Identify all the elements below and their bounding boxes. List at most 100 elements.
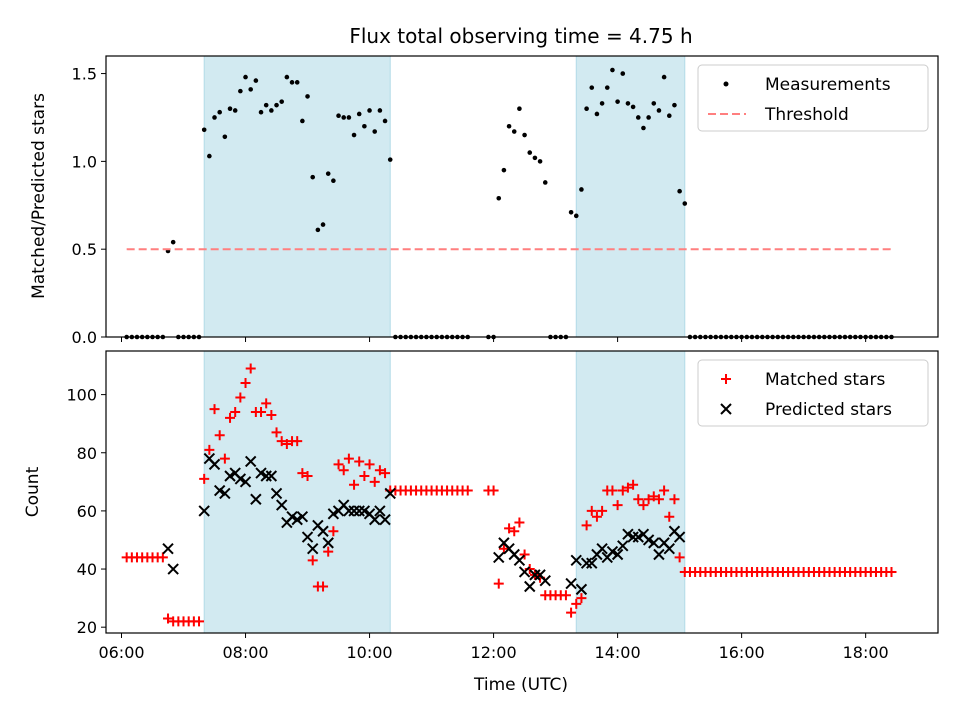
observing-window [203, 350, 391, 634]
measurement-point [579, 187, 584, 192]
predicted-star-point [524, 580, 536, 593]
count-panel: 20 40 60 80 100 06:00 08:00 10:00 12:00 14:00 16:0… [23, 350, 939, 695]
matched-star-point [519, 549, 530, 560]
x-tick-label: 16:00 [719, 643, 765, 662]
matched-star-point [271, 427, 282, 438]
matched-star-point [628, 479, 639, 490]
matched-star-point [597, 505, 608, 516]
legend-measurement-swatch [723, 81, 729, 87]
measurement-point [294, 80, 300, 85]
measurement-point [620, 71, 626, 76]
matched-star-point [307, 555, 318, 566]
predicted-star-point [518, 566, 531, 578]
measurement-point [279, 99, 285, 104]
predicted-star-point [322, 537, 334, 549]
predicted-star-point [596, 542, 608, 555]
measurement-point [356, 111, 362, 117]
predicted-star-point [275, 499, 288, 511]
predicted-star-point [539, 574, 551, 587]
measurement-point [604, 85, 610, 90]
legend: Measurements Threshold [697, 64, 929, 132]
predicted-star-point [265, 470, 278, 482]
predicted-star-point [219, 487, 231, 500]
predicted-star-point [493, 551, 505, 564]
predicted-star-point [529, 569, 541, 581]
measurement-point [310, 174, 316, 180]
y-tick-label: 20 [77, 618, 97, 637]
predicted-star-point [348, 505, 360, 517]
measurement-point [212, 115, 217, 120]
predicted-star-point [167, 563, 179, 575]
matched-star-point [328, 526, 339, 537]
observing-window [575, 350, 686, 634]
predicted-star-point [580, 557, 593, 569]
matched-star-point [617, 485, 628, 496]
measurement-point [258, 109, 264, 115]
matched-star-point [509, 526, 520, 537]
legend-matched-swatch [721, 374, 731, 384]
matched-star-point [354, 456, 365, 467]
measurement-point [289, 80, 295, 85]
measurement-point [672, 102, 677, 108]
measurement-point [284, 74, 290, 80]
y-tick-label: 1.0 [72, 152, 97, 171]
observing-window-shading [203, 55, 686, 338]
matched-star-point [235, 392, 246, 403]
x-axis-label: Time (UTC) [473, 675, 568, 695]
matched-star-point [276, 436, 287, 447]
legend-label: Threshold [764, 105, 849, 125]
matched-star-point [240, 377, 251, 388]
matched-star-point [297, 468, 308, 479]
measurement-point [501, 167, 507, 173]
y-tick-label: 0.0 [72, 328, 97, 347]
measurement-point [269, 108, 274, 113]
matched-star-point [323, 546, 334, 557]
predicted-star-point [301, 531, 314, 543]
measurement-point [584, 106, 589, 111]
measurement-point [532, 155, 538, 161]
measurement-point [589, 85, 595, 90]
y-tick-label: 1.5 [72, 65, 97, 84]
predicted-star-point [384, 487, 396, 500]
measurement-point [594, 111, 600, 117]
matched-star-point [886, 566, 897, 577]
measurement-point [320, 222, 326, 227]
measurement-point [630, 104, 636, 110]
plot-frame [105, 350, 939, 634]
matched-star-point [633, 494, 644, 505]
measurement-point [274, 102, 279, 108]
matched-star-point [586, 505, 597, 516]
measurement-point [651, 101, 657, 106]
y-axis-label: Count [23, 466, 43, 517]
matched-star-point [157, 552, 168, 563]
measurement-point [527, 150, 533, 155]
legend-label: Predicted stars [765, 400, 892, 420]
measurement-point [677, 188, 682, 194]
predicted-star-point [586, 557, 598, 569]
measurement-point [222, 134, 228, 140]
measurement-point [682, 201, 688, 206]
matched-star-point [669, 494, 680, 505]
matched-star-point [214, 430, 225, 441]
measurement-point [377, 108, 383, 113]
measurement-point [517, 106, 522, 111]
matched-star-point [674, 552, 685, 563]
axes: 20 40 60 80 100 06:00 08:00 10:00 12:00 14:00 16:0… [66, 386, 888, 662]
matched-star-point [571, 598, 582, 609]
matched-star-point [163, 613, 174, 624]
matched-star-point [504, 523, 515, 534]
matched-star-point [199, 473, 210, 484]
predicted-star-point [239, 476, 252, 488]
measurement-point [382, 118, 388, 124]
predicted-star-point [374, 505, 386, 517]
measurement-point [641, 125, 646, 131]
matched-star-point [230, 407, 241, 418]
matched-star-point [514, 517, 525, 528]
matched-star-point [374, 465, 385, 476]
predicted-star-point [369, 513, 381, 526]
measurement-point [537, 159, 543, 164]
ratio-series [124, 67, 894, 340]
predicted-star-point [648, 537, 660, 549]
measurement-point [263, 102, 269, 108]
measurement-point [170, 239, 176, 245]
